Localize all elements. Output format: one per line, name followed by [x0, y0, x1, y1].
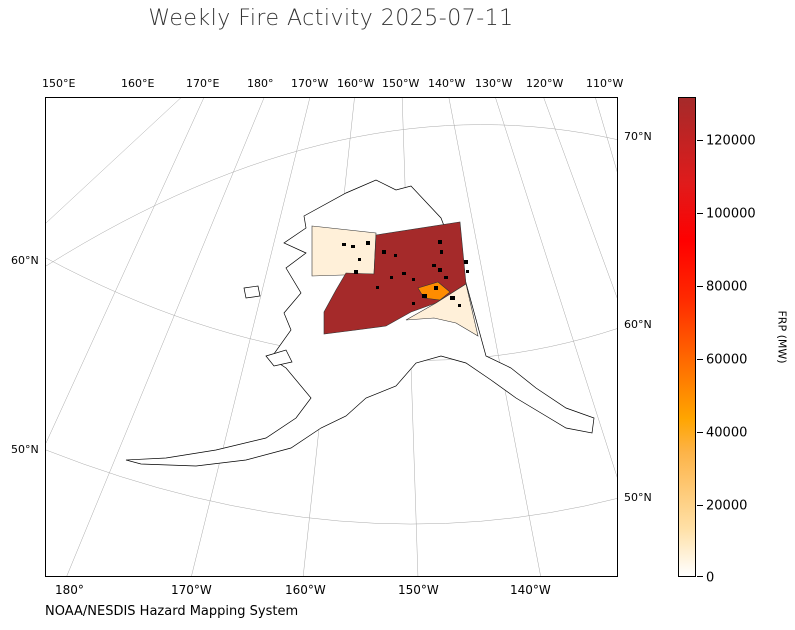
tick-bottom-160w: 160°W: [285, 583, 326, 597]
tick-top-110w: 110°W: [586, 77, 624, 90]
tick-top-170w: 170°W: [291, 77, 329, 90]
fire-region-low-se: [405, 283, 479, 337]
tick-top-140w: 140°W: [428, 77, 466, 90]
tick-top-160e: 160°E: [121, 77, 155, 90]
tick-top-150w: 150°W: [382, 77, 420, 90]
colorbar-label-60000: 60000: [706, 352, 748, 368]
tick-left-60n: 60°N: [11, 254, 39, 267]
tick-top-160w: 160°W: [337, 77, 375, 90]
tick-bottom-170w: 170°W: [171, 583, 212, 597]
colorbar-label-40000: 40000: [706, 425, 748, 441]
colorbar-tick-mark: [697, 286, 703, 287]
colorbar-label-100000: 100000: [706, 206, 756, 222]
colorbar-tick-mark: [697, 432, 703, 433]
page-title: Weekly Fire Activity 2025-07-11: [148, 6, 514, 31]
tick-top-180: 180°: [247, 77, 274, 90]
colorbar-label-80000: 80000: [706, 279, 748, 295]
tick-right-60n: 60°N: [624, 318, 652, 331]
fire-region-low-nw: [311, 225, 377, 277]
colorbar-tick-mark: [697, 359, 703, 360]
tick-top-150e: 150°E: [42, 77, 76, 90]
credit-text: NOAA/NESDIS Hazard Mapping System: [45, 604, 299, 619]
colorbar-label-0: 0: [706, 570, 715, 586]
tick-left-50n: 50°N: [11, 443, 39, 456]
map-canvas: [46, 98, 617, 576]
tick-right-50n: 50°N: [624, 491, 652, 504]
colorbar-label-120000: 120000: [706, 133, 756, 149]
tick-bottom-140w: 140°W: [510, 583, 551, 597]
colorbar-label-20000: 20000: [706, 498, 748, 514]
tick-right-70n: 70°N: [624, 130, 652, 143]
colorbar: [678, 97, 696, 577]
colorbar-tick-mark: [697, 576, 703, 577]
tick-top-170e: 170°E: [186, 77, 220, 90]
map-panel[interactable]: [45, 97, 618, 577]
tick-bottom-180: 180°: [55, 583, 84, 597]
colorbar-tick-mark: [697, 140, 703, 141]
colorbar-title: FRP (MW): [775, 310, 789, 364]
tick-bottom-150w: 150°W: [398, 583, 439, 597]
tick-top-120w: 120°W: [526, 77, 564, 90]
colorbar-tick-mark: [697, 213, 703, 214]
fire-regions: [311, 221, 479, 337]
fire-detections: [342, 240, 469, 307]
tick-top-130w: 130°W: [475, 77, 513, 90]
colorbar-tick-mark: [697, 505, 703, 506]
